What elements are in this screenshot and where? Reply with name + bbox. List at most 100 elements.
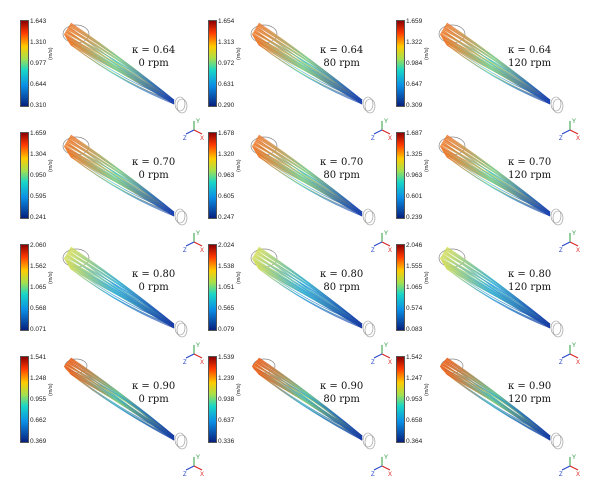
- svg-text:Y: Y: [572, 343, 576, 349]
- condition-label: κ = 0.90 80 rpm: [320, 380, 363, 406]
- streamline-plot: [62, 22, 188, 114]
- colorbar-tick-label: 1.322: [406, 39, 423, 46]
- axis-triad-icon: Y X Z: [183, 455, 204, 476]
- svg-text:Z: Z: [183, 136, 187, 140]
- svg-text:Y: Y: [384, 231, 388, 237]
- colorbar-unit: (m/s): [236, 47, 242, 60]
- colorbar-tick-label: 0.637: [218, 417, 235, 424]
- svg-text:X: X: [200, 360, 204, 364]
- colorbar-tick-label: 0.565: [218, 305, 235, 312]
- colorbar-tick-label: 0.071: [30, 326, 47, 333]
- axis-triad-icon: Y X Z: [183, 343, 204, 364]
- condition-label: κ = 0.64 80 rpm: [320, 44, 363, 70]
- streamline-panel: 1.678 1.320 0.963 0.605 0.247 (m/s) κ = 0.70 80…: [188, 130, 392, 252]
- kappa-label: κ = 0.70: [320, 157, 364, 168]
- svg-text:X: X: [388, 136, 392, 140]
- streamline-plot: [439, 357, 564, 450]
- svg-text:Y: Y: [572, 231, 576, 237]
- colorbar: [20, 244, 29, 331]
- colorbar-tick-label: 0.955: [30, 396, 47, 403]
- svg-text:Y: Y: [196, 343, 200, 349]
- colorbar-unit: (m/s): [424, 159, 430, 172]
- colorbar-tick-label: 0.290: [218, 102, 235, 109]
- svg-text:Z: Z: [371, 360, 375, 364]
- colorbar-unit: (m/s): [48, 383, 54, 396]
- colorbar: [396, 356, 405, 443]
- colorbar: [396, 244, 405, 331]
- condition-label: κ = 0.90 120 rpm: [508, 380, 551, 406]
- colorbar-tick-label: 1.539: [218, 354, 235, 361]
- svg-text:Z: Z: [183, 472, 187, 476]
- rpm-label: 80 rpm: [323, 282, 360, 293]
- kappa-label: κ = 0.90: [508, 381, 552, 392]
- streamline-plot: [250, 22, 376, 114]
- rpm-label: 80 rpm: [323, 394, 360, 405]
- colorbar-tick-label: 0.336: [218, 438, 235, 445]
- rpm-label: 0 rpm: [138, 394, 169, 405]
- axis-triad-icon: Y X Z: [559, 231, 580, 252]
- rpm-label: 120 rpm: [508, 170, 552, 181]
- colorbar-tick-label: 0.309: [406, 102, 423, 109]
- colorbar-tick-label: 0.601: [406, 193, 423, 200]
- colorbar-tick-label: 0.247: [218, 214, 235, 221]
- svg-text:Z: Z: [371, 472, 375, 476]
- svg-text:X: X: [200, 136, 204, 140]
- rpm-label: 80 rpm: [323, 170, 360, 181]
- colorbar-tick-label: 0.647: [406, 81, 423, 88]
- colorbar-tick-label: 1.065: [30, 284, 47, 291]
- colorbar-tick-label: 1.555: [406, 263, 423, 270]
- rpm-label: 120 rpm: [508, 282, 552, 293]
- condition-label: κ = 0.64 120 rpm: [508, 44, 551, 70]
- colorbar-tick-label: 1.678: [218, 130, 235, 137]
- colorbar-tick-label: 0.574: [406, 305, 423, 312]
- colorbar-unit: (m/s): [424, 47, 430, 60]
- svg-text:Z: Z: [559, 136, 563, 140]
- kappa-label: κ = 0.70: [508, 157, 552, 168]
- colorbar-tick-label: 1.325: [406, 151, 423, 158]
- kappa-label: κ = 0.64: [508, 45, 552, 56]
- axis-triad-icon: Y X Z: [559, 119, 580, 140]
- colorbar-unit: (m/s): [424, 383, 430, 396]
- axis-triad-icon: Y X Z: [183, 231, 204, 252]
- colorbar-tick-label: 2.024: [218, 242, 235, 249]
- streamline-plot: [62, 246, 188, 338]
- kappa-label: κ = 0.64: [132, 45, 176, 56]
- axis-triad-icon: Y X Z: [371, 455, 392, 476]
- axis-triad-icon: Y X Z: [371, 119, 392, 140]
- streamline-plot: [63, 357, 188, 450]
- svg-text:Y: Y: [384, 455, 388, 461]
- colorbar-unit: (m/s): [424, 271, 430, 284]
- colorbar-tick-label: 0.083: [406, 326, 423, 333]
- streamline-plot: [62, 134, 188, 226]
- kappa-label: κ = 0.80: [320, 269, 364, 280]
- colorbar-tick-label: 1.659: [406, 18, 423, 25]
- colorbar-tick-label: 0.631: [218, 81, 235, 88]
- svg-text:Z: Z: [559, 360, 563, 364]
- streamline-panel: 2.060 1.562 1.065 0.568 0.071 (m/s) κ = 0.80 0 …: [0, 242, 204, 364]
- axis-triad-icon: Y X Z: [183, 119, 204, 140]
- colorbar: [20, 356, 29, 443]
- colorbar-unit: (m/s): [48, 47, 54, 60]
- svg-text:Y: Y: [384, 343, 388, 349]
- streamline-panel: 1.539 1.239 0.938 0.637 0.336 (m/s) κ = 0.90 80…: [188, 354, 392, 476]
- axis-triad-icon: Y X Z: [559, 455, 580, 476]
- svg-text:X: X: [388, 248, 392, 252]
- colorbar-tick-label: 1.320: [218, 151, 235, 158]
- svg-text:X: X: [200, 472, 204, 476]
- colorbar-tick-label: 0.079: [218, 326, 235, 333]
- colorbar: [208, 244, 217, 331]
- colorbar-tick-label: 0.310: [30, 102, 47, 109]
- colorbar-tick-label: 0.963: [218, 172, 235, 179]
- streamline-plot: [438, 22, 564, 114]
- colorbar-tick-label: 0.977: [30, 60, 47, 67]
- colorbar-tick-label: 1.542: [406, 354, 423, 361]
- svg-text:X: X: [388, 360, 392, 364]
- kappa-label: κ = 0.90: [132, 381, 176, 392]
- streamline-panel: 1.654 1.313 0.972 0.631 0.290 (m/s) κ = 0.64 80…: [188, 18, 392, 140]
- colorbar-tick-label: 1.239: [218, 375, 235, 382]
- svg-text:Y: Y: [572, 455, 576, 461]
- colorbar-tick-label: 1.313: [218, 39, 235, 46]
- colorbar: [20, 132, 29, 219]
- colorbar-tick-label: 1.687: [406, 130, 423, 137]
- colorbar-tick-label: 2.046: [406, 242, 423, 249]
